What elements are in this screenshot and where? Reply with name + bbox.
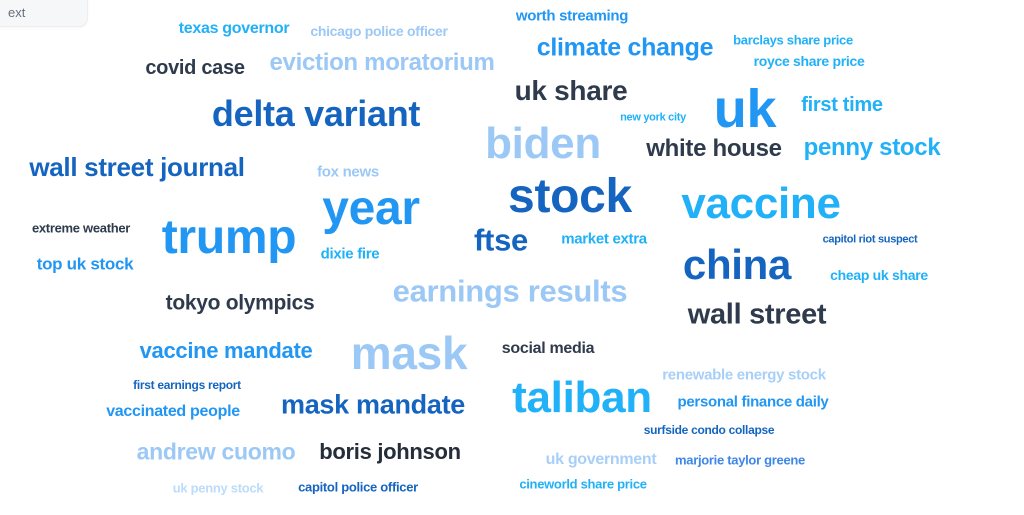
word-chicago-police-officer[interactable]: chicago police officer xyxy=(310,23,448,39)
word-cheap-uk-share[interactable]: cheap uk share xyxy=(830,267,928,283)
word-market-extra[interactable]: market extra xyxy=(561,230,647,248)
word-penny-stock[interactable]: penny stock xyxy=(803,134,941,161)
word-year[interactable]: year xyxy=(322,182,420,235)
word-vaccinated-people[interactable]: vaccinated people xyxy=(106,403,240,420)
word-china[interactable]: china xyxy=(682,241,792,288)
word-uk-government[interactable]: uk government xyxy=(545,451,657,468)
word-mask[interactable]: mask xyxy=(350,327,468,379)
word-earnings-results[interactable]: earnings results xyxy=(392,273,628,309)
word-renewable-energy-stock[interactable]: renewable energy stock xyxy=(662,366,826,384)
word-cineworld-share-price[interactable]: cineworld share price xyxy=(519,476,647,492)
word-new-york-city[interactable]: new york city xyxy=(620,111,686,124)
word-top-uk-stock[interactable]: top uk stock xyxy=(36,254,134,274)
word-fox-news[interactable]: fox news xyxy=(317,163,379,181)
word-covid-case[interactable]: covid case xyxy=(145,57,245,79)
word-eviction-moratorium[interactable]: eviction moratorium xyxy=(269,49,495,76)
word-social-media[interactable]: social media xyxy=(501,340,595,357)
word-royce-share-price[interactable]: royce share price xyxy=(753,53,865,69)
word-climate-change[interactable]: climate change xyxy=(536,33,714,62)
word-marjorie-taylor-greene[interactable]: marjorie taylor greene xyxy=(675,452,805,468)
word-wall-street-journal[interactable]: wall street journal xyxy=(29,152,245,182)
word-taliban[interactable]: taliban xyxy=(512,373,652,422)
word-vaccine[interactable]: vaccine xyxy=(681,179,841,228)
word-white-house[interactable]: white house xyxy=(646,135,782,162)
word-trump[interactable]: trump xyxy=(161,211,297,264)
word-capitol-riot-suspect[interactable]: capitol riot suspect xyxy=(822,233,918,246)
word-wall-street[interactable]: wall street xyxy=(687,298,827,331)
word-uk[interactable]: uk xyxy=(713,79,777,139)
word-texas-governor[interactable]: texas governor xyxy=(178,20,290,37)
word-uk-share[interactable]: uk share xyxy=(514,75,628,106)
word-personal-finance-daily[interactable]: personal finance daily xyxy=(677,393,829,411)
word-delta-variant[interactable]: delta variant xyxy=(211,93,421,134)
next-button-label: ext xyxy=(8,5,26,20)
word-andrew-cuomo[interactable]: andrew cuomo xyxy=(136,438,296,465)
word-capitol-police-officer[interactable]: capitol police officer xyxy=(298,479,418,495)
word-dixie-fire[interactable]: dixie fire xyxy=(320,245,380,263)
word-ftse[interactable]: ftse xyxy=(474,222,528,258)
word-stock[interactable]: stock xyxy=(508,170,632,223)
word-first-time[interactable]: first time xyxy=(801,94,883,116)
word-boris-johnson[interactable]: boris johnson xyxy=(319,439,461,464)
word-biden[interactable]: biden xyxy=(485,119,601,168)
word-surfside-condo-collapse[interactable]: surfside condo collapse xyxy=(643,423,775,437)
word-extreme-weather[interactable]: extreme weather xyxy=(31,220,131,236)
word-uk-penny-stock[interactable]: uk penny stock xyxy=(172,480,264,496)
word-mask-mandate[interactable]: mask mandate xyxy=(281,389,465,420)
word-vaccine-mandate[interactable]: vaccine mandate xyxy=(139,338,313,363)
next-button[interactable]: ext xyxy=(0,0,88,27)
word-barclays-share-price[interactable]: barclays share price xyxy=(733,32,853,48)
word-worth-streaming[interactable]: worth streaming xyxy=(515,7,629,25)
word-first-earnings-report[interactable]: first earnings report xyxy=(133,378,241,392)
word-tokyo-olympics[interactable]: tokyo olympics xyxy=(165,291,315,315)
